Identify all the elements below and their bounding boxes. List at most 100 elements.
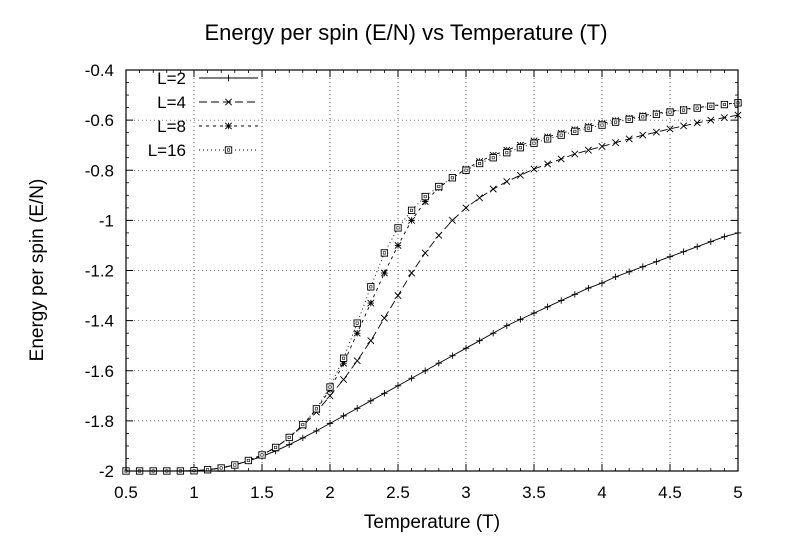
- data-point-l-4: [680, 122, 688, 130]
- data-point-l-16-inner: [491, 156, 495, 160]
- data-point-l-4: [693, 119, 701, 127]
- data-point-l-16: [299, 420, 307, 429]
- data-point-l-16: [435, 182, 443, 191]
- data-point-l-2: [381, 390, 388, 397]
- x-axis-label: Temperature (T): [363, 512, 501, 533]
- data-point-l-16: [707, 102, 715, 110]
- data-point-l-16-inner: [546, 137, 550, 141]
- x-tick-label: 5: [733, 483, 742, 502]
- data-point-l-16-inner: [722, 103, 726, 107]
- data-point-l-4: [435, 231, 443, 239]
- data-point-l-2: [612, 273, 619, 280]
- data-point-l-4: [598, 142, 606, 150]
- x-tick-label: 3: [461, 483, 470, 502]
- data-point-l-16: [543, 135, 552, 143]
- data-point-l-2: [653, 258, 660, 265]
- data-point-l-2: [544, 303, 551, 311]
- data-point-l-16: [571, 127, 579, 136]
- y-tick-label: -0.4: [85, 61, 114, 80]
- data-point-l-16: [530, 139, 538, 147]
- data-point-l-2: [707, 238, 714, 245]
- data-point-l-4: [326, 392, 334, 400]
- series-line-l-16: [126, 102, 739, 472]
- data-point-l-2: [354, 405, 361, 412]
- y-tick-label: -1.2: [85, 262, 114, 281]
- data-point-l-4: [666, 125, 674, 133]
- plot-area-border: [125, 69, 739, 472]
- data-point-l-4: [625, 135, 633, 143]
- data-point-l-16: [611, 118, 620, 126]
- data-point-l-8: [394, 241, 402, 249]
- data-point-l-16: [475, 159, 484, 168]
- data-point-l-4: [448, 216, 456, 224]
- data-point-l-4: [476, 194, 484, 202]
- data-point-l-16-inner: [423, 195, 427, 199]
- x-tick-label: 2: [325, 483, 334, 502]
- data-point-l-16: [203, 466, 212, 474]
- data-point-l-2: [299, 434, 306, 442]
- data-point-l-4: [462, 204, 470, 212]
- data-point-l-16: [448, 174, 457, 182]
- data-point-l-16-inner: [559, 133, 563, 137]
- data-point-l-16: [339, 354, 348, 362]
- data-point-l-8: [353, 329, 361, 337]
- data-point-l-2: [503, 322, 510, 329]
- data-point-l-2: [517, 316, 524, 323]
- data-point-l-16-inner: [600, 123, 604, 127]
- data-point-l-16-inner: [695, 106, 699, 110]
- legend-marker-l-16-inner: [227, 148, 231, 152]
- data-point-l-16: [231, 461, 239, 469]
- data-point-l-16-inner: [627, 117, 631, 121]
- y-tick-label: -1.6: [85, 362, 114, 381]
- data-point-l-16-inner: [342, 356, 346, 360]
- x-tick-label: 4: [597, 483, 606, 502]
- legend-marker-l-4: [224, 98, 233, 106]
- x-tick-label: 2.5: [386, 483, 410, 502]
- data-point-l-16: [679, 106, 688, 114]
- data-point-l-2: [449, 352, 456, 359]
- data-point-l-16: [394, 224, 402, 232]
- legend-marker-l-2: [225, 74, 232, 82]
- data-point-l-16-inner: [682, 108, 686, 112]
- data-point-l-8: [367, 299, 375, 307]
- data-point-l-2: [435, 360, 442, 367]
- x-tick-label: 3.5: [522, 483, 546, 502]
- data-point-l-16: [217, 464, 225, 472]
- data-point-l-2: [367, 397, 374, 405]
- data-point-l-16: [666, 108, 674, 116]
- data-point-l-16-inner: [287, 435, 291, 439]
- data-point-l-16: [244, 456, 253, 465]
- data-point-l-16-inner: [532, 141, 536, 145]
- data-point-l-4: [612, 139, 620, 147]
- data-point-l-2: [422, 367, 429, 374]
- data-point-l-2: [326, 420, 334, 427]
- data-point-l-4: [516, 171, 524, 179]
- data-point-l-2: [694, 243, 701, 250]
- legend-marker-l-8: [224, 122, 233, 130]
- data-point-l-16: [584, 124, 593, 132]
- data-point-l-8: [380, 269, 388, 277]
- data-point-l-4: [707, 116, 715, 124]
- data-point-l-4: [353, 357, 361, 365]
- data-point-l-2: [462, 344, 470, 352]
- data-point-l-16-inner: [369, 285, 373, 289]
- y-axis-label: Energy per spin (E/N): [27, 178, 48, 362]
- x-tick-label: 4.5: [658, 483, 682, 502]
- data-point-l-16-inner: [233, 463, 237, 467]
- x-tick-label: 0.5: [114, 483, 138, 502]
- data-point-l-16-inner: [437, 185, 441, 189]
- data-point-l-8: [408, 216, 416, 224]
- data-point-l-16: [625, 115, 633, 124]
- data-point-l-16-inner: [355, 321, 359, 325]
- data-point-l-16-inner: [505, 151, 509, 155]
- data-point-l-2: [571, 291, 578, 298]
- data-point-l-4: [394, 292, 402, 300]
- data-point-l-16: [516, 144, 525, 152]
- data-point-l-16: [258, 451, 266, 459]
- data-point-l-16: [407, 206, 416, 214]
- data-point-l-16: [639, 113, 647, 121]
- data-point-l-2: [680, 248, 687, 255]
- data-point-l-4: [571, 150, 579, 158]
- data-point-l-16: [462, 166, 470, 174]
- data-point-l-16-inner: [709, 104, 713, 108]
